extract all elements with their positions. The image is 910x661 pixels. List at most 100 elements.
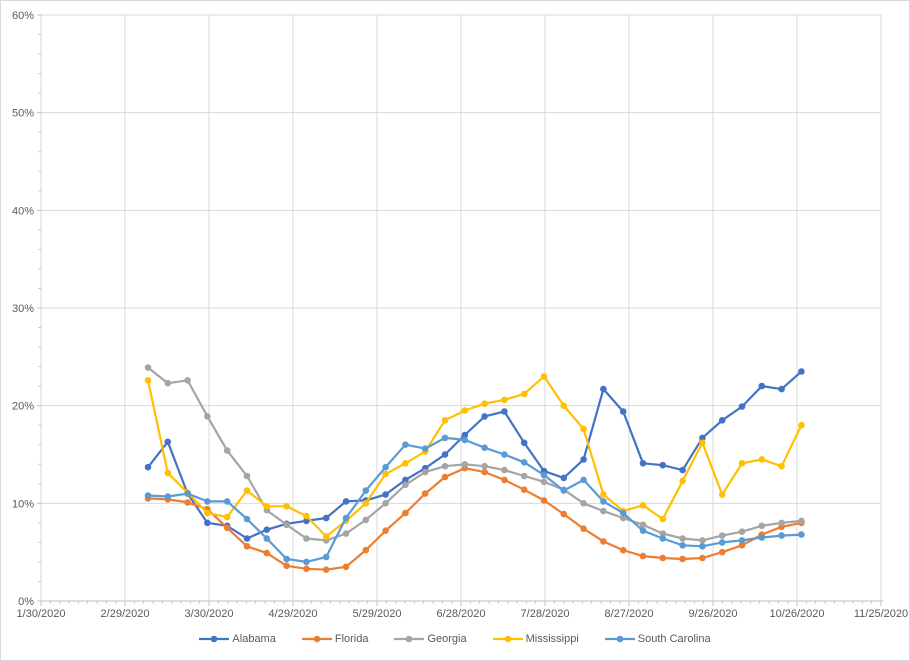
data-point-georgia[interactable] (481, 462, 488, 470)
data-point-florida[interactable] (619, 546, 627, 554)
data-point-georgia[interactable] (580, 500, 587, 507)
data-point-alabama[interactable] (659, 461, 667, 469)
data-point-mississippi[interactable] (164, 469, 172, 477)
data-point-georgia[interactable] (758, 522, 766, 530)
series-georgia[interactable] (144, 364, 805, 544)
data-point-florida[interactable] (501, 476, 508, 484)
series-alabama[interactable] (144, 368, 805, 542)
data-point-georgia[interactable] (184, 377, 191, 384)
data-point-alabama[interactable] (461, 431, 469, 439)
data-point-south-carolina[interactable] (501, 451, 508, 458)
data-point-florida[interactable] (421, 490, 429, 497)
data-point-south-carolina[interactable] (798, 531, 805, 538)
data-point-georgia[interactable] (600, 507, 607, 515)
data-point-alabama[interactable] (718, 417, 726, 424)
data-point-mississippi[interactable] (322, 533, 330, 540)
data-point-florida[interactable] (659, 554, 667, 562)
data-point-mississippi[interactable] (382, 470, 389, 478)
data-point-mississippi[interactable] (263, 503, 271, 510)
data-point-florida[interactable] (402, 509, 409, 517)
data-point-georgia[interactable] (461, 461, 469, 468)
data-point-south-carolina[interactable] (699, 543, 706, 550)
data-point-south-carolina[interactable] (303, 558, 310, 566)
data-point-south-carolina[interactable] (402, 441, 409, 449)
data-point-georgia[interactable] (659, 530, 667, 537)
data-point-georgia[interactable] (699, 537, 706, 544)
data-point-georgia[interactable] (619, 514, 627, 522)
data-point-south-carolina[interactable] (481, 444, 488, 452)
data-point-florida[interactable] (540, 497, 548, 504)
data-point-alabama[interactable] (402, 476, 409, 484)
data-point-mississippi[interactable] (362, 500, 370, 507)
data-point-georgia[interactable] (778, 519, 785, 527)
data-point-south-carolina[interactable] (540, 471, 548, 479)
data-point-georgia[interactable] (243, 472, 251, 480)
data-point-alabama[interactable] (382, 491, 389, 498)
data-point-georgia[interactable] (639, 521, 647, 529)
data-point-georgia[interactable] (798, 517, 805, 525)
data-point-mississippi[interactable] (223, 513, 231, 521)
data-point-south-carolina[interactable] (164, 493, 172, 500)
data-point-mississippi[interactable] (540, 373, 548, 380)
data-point-south-carolina[interactable] (520, 459, 528, 466)
data-point-alabama[interactable] (778, 385, 785, 393)
legend-item-georgia[interactable]: Georgia (394, 633, 467, 645)
data-point-alabama[interactable] (263, 526, 271, 533)
data-point-mississippi[interactable] (600, 491, 607, 498)
data-point-south-carolina[interactable] (382, 463, 389, 471)
data-point-alabama[interactable] (560, 474, 568, 482)
data-point-alabama[interactable] (501, 408, 508, 415)
data-point-alabama[interactable] (520, 439, 528, 447)
data-point-georgia[interactable] (144, 364, 152, 371)
data-point-mississippi[interactable] (798, 421, 805, 429)
data-point-georgia[interactable] (164, 379, 172, 387)
data-point-florida[interactable] (243, 543, 251, 550)
data-point-alabama[interactable] (580, 456, 587, 463)
data-point-florida[interactable] (679, 555, 686, 563)
data-point-south-carolina[interactable] (144, 492, 152, 499)
data-point-alabama[interactable] (342, 498, 350, 505)
data-point-south-carolina[interactable] (758, 534, 766, 541)
data-point-florida[interactable] (441, 473, 449, 481)
data-point-south-carolina[interactable] (619, 509, 627, 517)
data-point-georgia[interactable] (540, 478, 548, 486)
data-point-mississippi[interactable] (560, 402, 568, 410)
data-point-georgia[interactable] (441, 462, 449, 470)
data-point-florida[interactable] (303, 565, 310, 573)
data-point-alabama[interactable] (619, 408, 627, 415)
data-point-georgia[interactable] (223, 447, 231, 454)
data-point-alabama[interactable] (441, 451, 449, 458)
series-line-alabama[interactable] (146, 370, 803, 540)
data-point-mississippi[interactable] (144, 377, 152, 384)
data-point-south-carolina[interactable] (263, 535, 271, 542)
data-point-georgia[interactable] (679, 535, 686, 542)
data-point-georgia[interactable] (342, 530, 350, 537)
series-florida[interactable] (144, 464, 805, 573)
series-line-florida[interactable] (146, 467, 803, 571)
data-point-mississippi[interactable] (778, 462, 785, 470)
data-point-south-carolina[interactable] (441, 434, 449, 442)
data-point-south-carolina[interactable] (580, 476, 587, 484)
data-point-florida[interactable] (342, 563, 350, 571)
data-point-alabama[interactable] (738, 403, 746, 410)
data-point-georgia[interactable] (738, 528, 746, 535)
data-point-mississippi[interactable] (520, 390, 528, 398)
data-point-mississippi[interactable] (441, 417, 449, 424)
data-point-alabama[interactable] (679, 466, 686, 474)
data-point-alabama[interactable] (639, 460, 647, 467)
data-point-south-carolina[interactable] (184, 490, 191, 497)
data-point-florida[interactable] (362, 546, 370, 554)
legend-item-mississippi[interactable]: Mississippi (492, 633, 579, 645)
data-point-south-carolina[interactable] (679, 542, 686, 549)
data-point-alabama[interactable] (699, 434, 706, 442)
data-point-georgia[interactable] (501, 466, 508, 474)
data-point-mississippi[interactable] (461, 407, 469, 414)
data-point-mississippi[interactable] (283, 503, 290, 510)
data-point-florida[interactable] (263, 549, 271, 557)
data-point-south-carolina[interactable] (738, 537, 746, 544)
data-point-mississippi[interactable] (738, 460, 746, 467)
data-point-mississippi[interactable] (699, 439, 706, 447)
data-point-florida[interactable] (560, 510, 568, 518)
data-point-south-carolina[interactable] (322, 553, 330, 561)
data-point-south-carolina[interactable] (283, 555, 290, 563)
